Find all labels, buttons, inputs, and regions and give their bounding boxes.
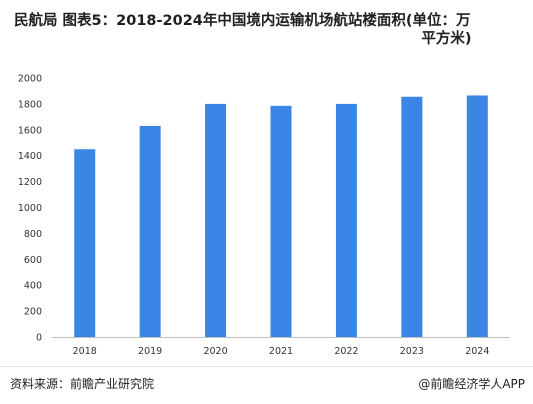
y-tick-label: 0 — [36, 333, 42, 344]
x-tick-label: 2024 — [465, 346, 489, 357]
y-tick-label: 2000 — [18, 74, 42, 85]
y-tick-label: 400 — [24, 281, 42, 292]
bar-2018 — [74, 149, 96, 337]
x-tick-label: 2020 — [203, 346, 227, 357]
bar-2020 — [205, 103, 227, 338]
y-tick-label: 200 — [24, 307, 42, 318]
y-tick-label: 1200 — [18, 177, 42, 188]
x-tick-label: 2022 — [334, 346, 358, 357]
bar-2019 — [139, 125, 161, 337]
bar-2022 — [335, 103, 357, 338]
x-tick-label: 2019 — [138, 346, 162, 357]
y-tick-label: 1000 — [18, 203, 42, 214]
bar-2024 — [466, 95, 488, 337]
source-note: 资料来源：前瞻产业研究院 — [10, 377, 155, 391]
y-tick-label: 800 — [24, 229, 42, 240]
y-tick-label: 1400 — [18, 151, 42, 162]
y-tick-label: 1600 — [18, 125, 42, 136]
footer-divider — [0, 366, 533, 367]
title-line-2: 平方米) — [421, 31, 472, 47]
y-tick-label: 1800 — [18, 99, 42, 110]
bar-2023 — [401, 96, 423, 337]
y-tick-label: 600 — [24, 255, 42, 266]
x-tick-label: 2021 — [269, 346, 293, 357]
bar-2021 — [270, 105, 292, 337]
brand-credit: @前瞻经济学人APP — [418, 377, 525, 391]
title-line-1: 民航局 图表5：2018-2024年中国境内运输机场航站楼面积(单位：万 — [14, 13, 471, 29]
x-tick-label: 2023 — [400, 346, 424, 357]
x-tick-label: 2018 — [73, 346, 97, 357]
chart-title: 民航局 图表5：2018-2024年中国境内运输机场航站楼面积(单位：万 平方米… — [14, 12, 519, 48]
